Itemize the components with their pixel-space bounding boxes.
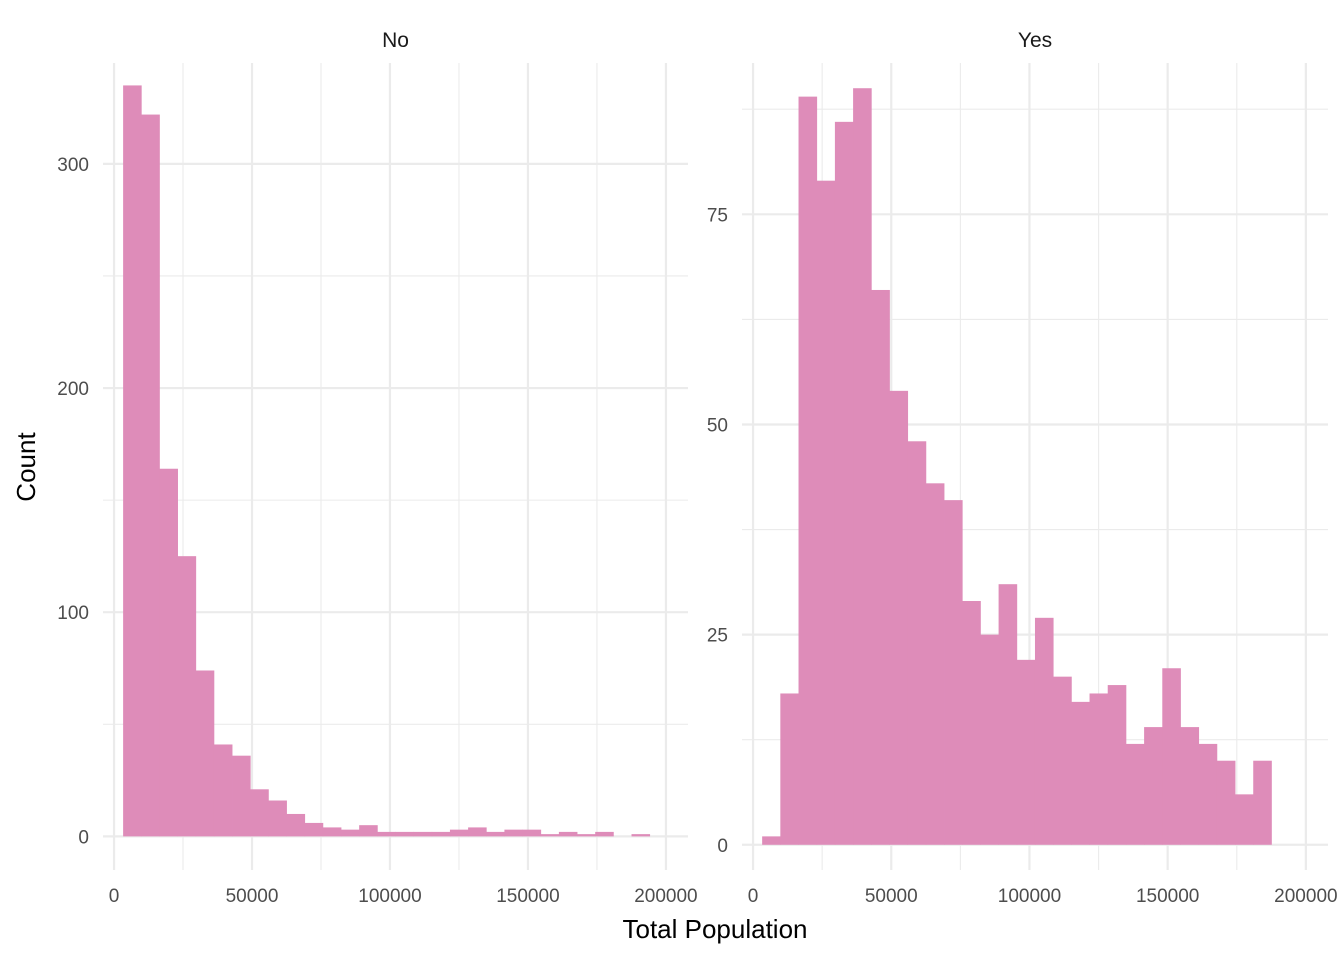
histogram-bar xyxy=(395,831,415,837)
histogram-bar xyxy=(798,96,818,845)
histogram-bar xyxy=(268,800,287,837)
x-tick-label: 100000 xyxy=(358,886,421,907)
y-tick-label: 200 xyxy=(57,379,89,400)
histogram-bar xyxy=(816,180,836,845)
histogram-bar xyxy=(1089,693,1109,845)
histogram-bar xyxy=(1107,685,1127,845)
x-tick-label: 200000 xyxy=(1274,886,1337,907)
histogram-bar xyxy=(341,829,360,837)
histogram-bar xyxy=(980,634,999,845)
histogram-bar xyxy=(1162,668,1181,845)
histogram-bar xyxy=(558,831,578,837)
y-tick-label: 100 xyxy=(57,603,89,624)
y-tick-label: 50 xyxy=(707,415,728,436)
histogram-bar xyxy=(232,755,251,837)
y-tick-label: 0 xyxy=(78,827,89,848)
histogram-bar xyxy=(780,693,799,845)
histogram-bar xyxy=(925,483,945,845)
histogram-bar xyxy=(1144,727,1163,845)
histogram-bar xyxy=(413,831,433,837)
x-axis-title: Total Population xyxy=(622,914,807,944)
x-tick-label: 0 xyxy=(748,886,759,907)
y-tick-label: 75 xyxy=(707,205,728,226)
histogram-bar xyxy=(141,114,160,837)
x-tick-label: 150000 xyxy=(1136,886,1199,907)
histogram-bar xyxy=(1198,743,1218,845)
y-tick-label: 300 xyxy=(57,155,89,176)
x-tick-label: 200000 xyxy=(634,886,697,907)
x-tick-label: 150000 xyxy=(496,886,559,907)
histogram-bar xyxy=(123,85,142,837)
histogram-bar xyxy=(871,289,890,845)
histogram-bar xyxy=(1235,794,1254,845)
histogram-bar xyxy=(286,813,306,837)
y-axis-title: Count xyxy=(11,432,41,502)
histogram-bar xyxy=(486,831,505,837)
histogram-bar xyxy=(504,829,523,837)
histogram-bar xyxy=(1071,701,1090,845)
histogram-bar xyxy=(359,825,378,837)
facet-panel-no: 0 100 200 300 0 50000 100000 150000 200000 No xyxy=(57,29,697,907)
y-tick-label: 0 xyxy=(717,836,728,857)
histogram-bar xyxy=(577,834,596,837)
histogram-bar xyxy=(998,584,1018,845)
histogram-bar xyxy=(1016,659,1036,845)
histogram-bar xyxy=(1253,760,1272,845)
histogram-bar xyxy=(1053,676,1072,845)
x-tick-label: 0 xyxy=(109,886,120,907)
histogram-bar xyxy=(449,829,469,837)
histogram-bar xyxy=(1180,727,1200,845)
histogram-bar xyxy=(377,831,396,837)
histogram-bar xyxy=(304,822,324,837)
histogram-bar xyxy=(177,556,197,837)
histogram-bar xyxy=(431,831,451,837)
histogram-bar xyxy=(322,827,342,837)
histogram-bar xyxy=(1125,743,1145,845)
histogram-bar xyxy=(250,789,269,837)
histogram-bar xyxy=(1034,617,1054,845)
histogram-bar xyxy=(595,831,614,837)
histogram-bar xyxy=(468,827,487,837)
histogram-bar xyxy=(159,468,178,837)
x-tick-label: 50000 xyxy=(226,886,279,907)
histogram-bar xyxy=(213,744,233,837)
histogram-bar xyxy=(540,834,560,837)
x-tick-label: 50000 xyxy=(865,886,918,907)
histogram-bar xyxy=(834,121,854,845)
histogram-bar xyxy=(522,829,542,837)
histogram-bar xyxy=(762,836,781,845)
y-tick-label: 25 xyxy=(707,626,728,647)
histogram-bar xyxy=(889,390,909,845)
histogram-bar xyxy=(853,88,872,845)
histogram-bar xyxy=(907,441,927,845)
histogram-bar xyxy=(1216,760,1236,845)
histogram-bar xyxy=(631,834,651,837)
facet-panel-yes: 0 25 50 75 0 50000 100000 150000 200000 Yes xyxy=(707,29,1338,907)
x-tick-label: 100000 xyxy=(998,886,1061,907)
histogram-bar xyxy=(195,670,215,837)
facet-strip-label: Yes xyxy=(1018,29,1052,52)
facet-strip-label: No xyxy=(382,29,409,52)
histogram-bar xyxy=(944,500,963,845)
histogram-bar xyxy=(962,601,981,845)
